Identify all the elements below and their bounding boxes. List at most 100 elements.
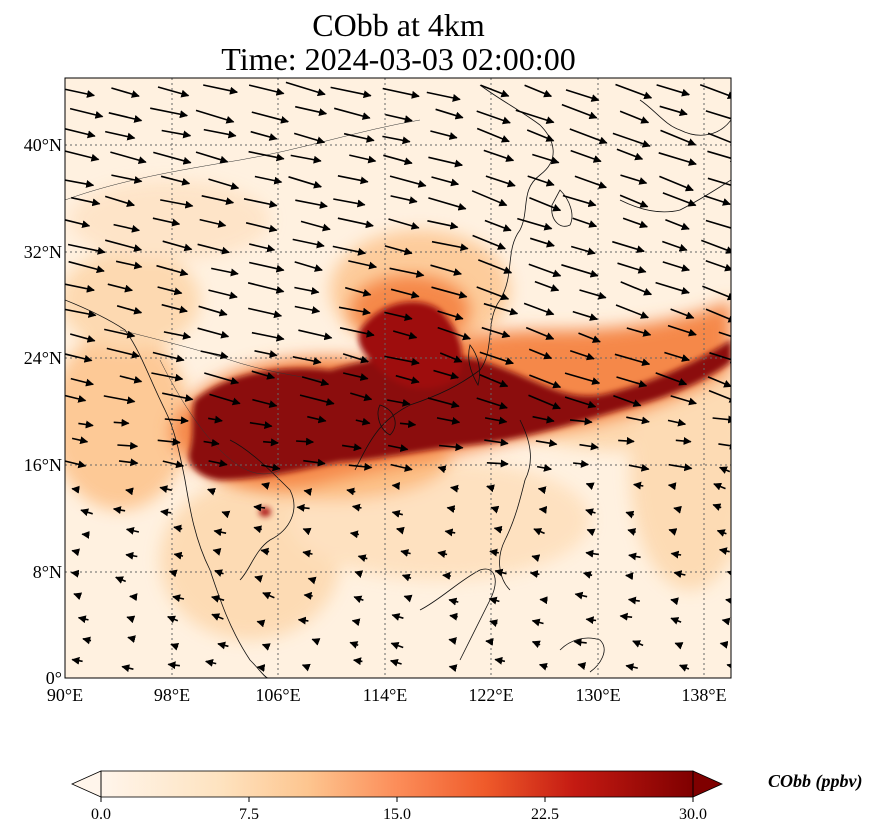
wind-arrow — [157, 286, 183, 296]
wind-arrow — [254, 175, 283, 185]
wind-arrow — [211, 613, 224, 621]
wind-arrow — [253, 503, 266, 512]
wind-arrow — [626, 416, 650, 425]
wind-arrow — [705, 259, 731, 272]
wind-arrow — [292, 238, 325, 249]
wind-arrow — [65, 394, 87, 403]
wind-arrow — [211, 594, 225, 603]
wind-arrow — [104, 239, 143, 252]
wind-arrow — [159, 485, 172, 494]
wind-arrow — [116, 305, 143, 315]
wind-arrow — [617, 262, 647, 274]
wind-arrow — [490, 505, 500, 514]
wind-arrow — [585, 482, 595, 490]
wind-arrow — [708, 389, 731, 403]
lat-tick-label: 32°N — [23, 242, 62, 262]
wind-arrow — [256, 619, 266, 628]
wind-arrow — [476, 286, 510, 301]
wind-arrow — [561, 103, 598, 120]
lat-tick-label: 0° — [45, 668, 62, 688]
wind-arrow — [150, 107, 188, 119]
wind-arrow — [71, 656, 83, 665]
wind-arrow — [161, 303, 188, 314]
wind-arrow — [430, 264, 462, 276]
wind-arrow — [480, 84, 510, 98]
wind-arrow — [517, 217, 553, 231]
wind-arrow — [387, 444, 409, 452]
wind-arrow — [261, 482, 270, 490]
wind-arrow — [620, 281, 653, 296]
wind-arrow — [662, 261, 690, 272]
wind-arrow — [619, 612, 633, 621]
wind-arrow — [71, 196, 101, 207]
wind-arrow — [203, 128, 237, 139]
wind-arrow — [197, 327, 230, 339]
wind-arrow — [586, 528, 596, 537]
wind-arrow — [562, 194, 597, 208]
wind-arrow — [195, 151, 229, 164]
wind-arrow — [204, 372, 240, 385]
wind-arrow — [667, 324, 697, 337]
wind-arrow — [493, 525, 503, 534]
wind-arrow — [670, 597, 679, 606]
wind-arrow — [400, 549, 411, 557]
wind-arrow — [249, 421, 273, 430]
wind-arrow — [301, 663, 311, 672]
wind-arrow — [172, 594, 185, 603]
wind-arrow — [303, 458, 326, 467]
wind-arrow — [199, 218, 227, 228]
wind-arrow — [78, 420, 94, 429]
wind-arrow — [104, 195, 135, 208]
wind-arrow — [486, 484, 495, 493]
wind-arrow — [297, 616, 309, 625]
wind-arrow — [298, 329, 333, 341]
wind-arrow — [659, 105, 688, 117]
wind-arrow — [382, 87, 420, 99]
wind-arrow — [295, 199, 328, 209]
wind-arrow — [253, 525, 263, 534]
wind-arrow — [718, 547, 730, 556]
wind-arrow — [483, 149, 515, 162]
lon-tick-label: 98°E — [153, 685, 191, 705]
wind-arrow — [525, 326, 555, 340]
wind-arrow — [157, 437, 181, 446]
wind-arrow — [217, 641, 229, 650]
wind-arrow — [719, 640, 729, 649]
wind-arrow — [565, 89, 600, 102]
wind-arrow — [355, 417, 371, 426]
wind-arrow — [670, 395, 697, 406]
wind-arrow — [115, 260, 143, 270]
wind-arrow — [472, 234, 506, 250]
wind-arrow — [515, 109, 555, 125]
wind-arrow — [65, 179, 95, 188]
wind-arrow — [484, 438, 509, 447]
map-title: CObb at 4km — [312, 7, 485, 43]
lon-tick-label: 138°E — [681, 685, 727, 705]
wind-arrow — [111, 174, 143, 184]
wind-arrow — [707, 150, 731, 163]
wind-arrow — [256, 664, 266, 672]
wind-arrow — [668, 463, 693, 472]
wind-arrow — [294, 261, 323, 272]
wind-arrow — [152, 351, 185, 363]
wind-arrow — [389, 175, 427, 188]
wind-arrow — [395, 374, 420, 385]
wind-arrow — [471, 190, 508, 207]
wind-arrow — [249, 243, 276, 253]
wind-arrow — [707, 132, 731, 144]
wind-arrow — [437, 326, 471, 341]
wind-arrow — [428, 156, 463, 168]
map-timestamp: Time: 2024-03-03 02:00:00 — [221, 41, 576, 77]
wind-arrow — [300, 220, 331, 232]
wind-arrow — [337, 175, 369, 185]
wind-arrow — [350, 392, 373, 402]
wind-arrow — [163, 331, 192, 340]
wind-arrow — [628, 552, 641, 561]
wind-arrow — [664, 351, 690, 362]
wind-arrow — [333, 107, 371, 120]
wind-arrow — [348, 260, 378, 270]
wind-arrow — [564, 396, 597, 409]
wind-arrow — [125, 551, 138, 560]
wind-arrow — [330, 86, 372, 99]
wind-arrow — [156, 264, 189, 277]
